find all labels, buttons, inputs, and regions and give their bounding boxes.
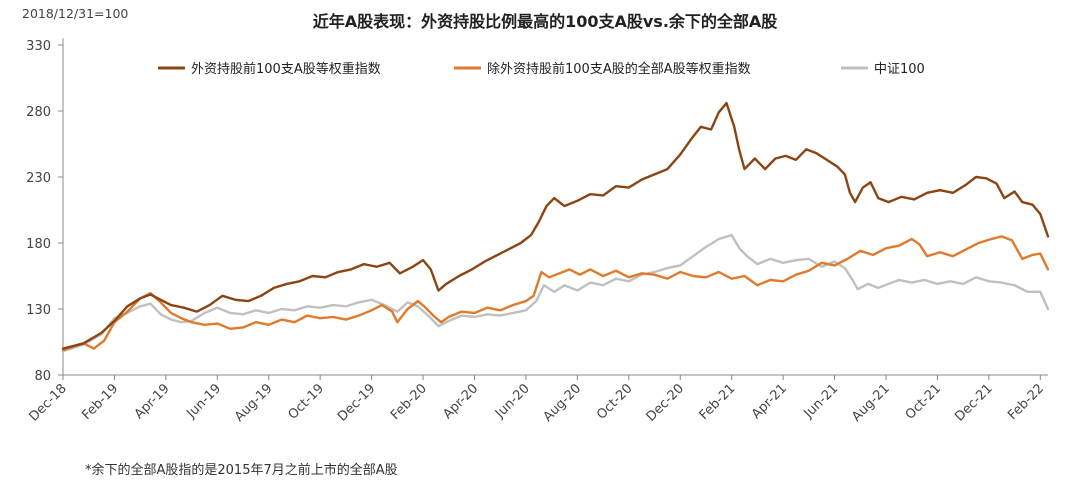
series-line-3 — [61, 233, 1050, 353]
series-line-2 — [61, 235, 1050, 352]
x-tick-label: Feb-20 — [388, 381, 430, 423]
axes: 80 130 180 230 280 330 Dec-18 Feb-19 Apr-19 Jun-1… — [26, 38, 1048, 425]
legend-label-3: 中证100 — [874, 62, 925, 77]
series-lines — [61, 101, 1050, 353]
x-tick-label: Oct-19 — [285, 381, 327, 423]
x-tick-label: Feb-19 — [79, 381, 121, 423]
x-tick-label: Feb-21 — [697, 381, 739, 423]
x-tick-label: Aug-19 — [232, 381, 276, 425]
legend-label-2: 除外资持股前100支A股的全部A股等权重指数 — [487, 61, 751, 77]
x-tick-label: Apr-20 — [440, 381, 481, 422]
y-tick-label: 180 — [26, 237, 51, 252]
x-tick-label: Oct-21 — [903, 381, 945, 423]
x-tick-label: Dec-18 — [26, 381, 69, 424]
x-tick-label: Jun-19 — [183, 381, 224, 422]
y-tick-label: 130 — [26, 303, 51, 318]
series-line-1 — [61, 101, 1050, 350]
x-tick-label: Aug-20 — [541, 381, 585, 425]
y-tick-label: 80 — [34, 369, 51, 384]
x-tick-label: Jun-20 — [492, 381, 533, 422]
x-tick-label: Feb-22 — [1005, 381, 1047, 423]
x-tick-label: Jun-21 — [801, 381, 842, 422]
y-tick-label: 280 — [26, 105, 51, 120]
legend-label-1: 外资持股前100支A股等权重指数 — [191, 61, 381, 77]
chart-title: 近年A股表现：外资持股比例最高的100支A股vs.余下的全部A股 — [313, 12, 779, 31]
legend: 外资持股前100支A股等权重指数 除外资持股前100支A股的全部A股等权重指数 中证… — [158, 61, 925, 77]
x-tick-label: Dec-21 — [952, 381, 995, 424]
x-tick-label: Oct-20 — [594, 381, 636, 423]
y-tick-label: 230 — [26, 171, 51, 186]
x-tick-label: Apr-19 — [132, 381, 173, 422]
x-tick-label: Dec-19 — [335, 381, 378, 424]
x-tick-label: Dec-20 — [644, 381, 687, 424]
x-tick-label: Apr-21 — [749, 381, 790, 422]
x-tick-label: Aug-21 — [849, 381, 893, 425]
y-tick-label: 330 — [26, 39, 51, 54]
footnote: *余下的全部A股指的是2015年7月之前上市的全部A股 — [85, 462, 398, 478]
base-date-label: 2018/12/31=100 — [22, 6, 128, 21]
